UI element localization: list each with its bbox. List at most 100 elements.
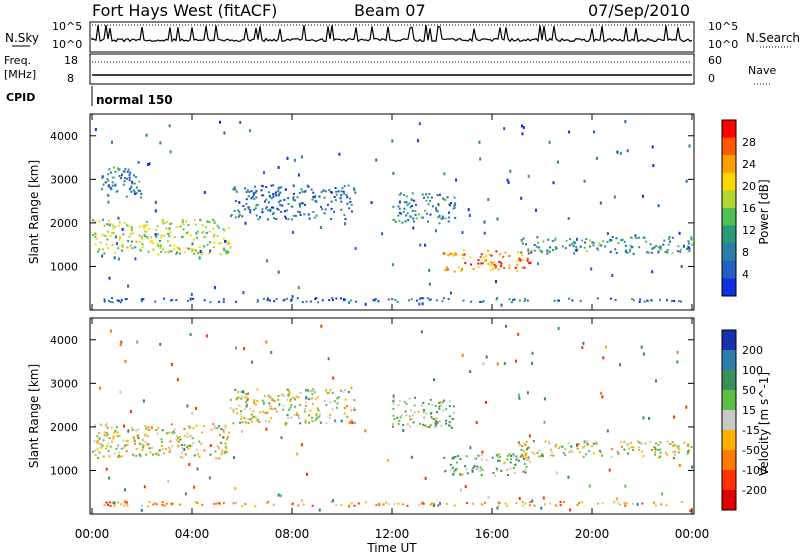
echo-cell [217,501,220,504]
noise-cell [459,488,462,492]
echo-cell [311,396,314,399]
echo-cell [335,190,338,193]
echo-cell [623,502,626,505]
echo-cell [436,210,439,213]
echo-cell [481,262,484,265]
echo-cell [544,440,547,443]
echo-cell [116,426,118,429]
echo-cell [524,298,527,301]
echo-cell [429,200,432,202]
echo-cell [113,231,116,234]
echo-cell [232,188,235,191]
noise-cell [103,299,106,303]
echo-cell [532,440,535,443]
echo-cell [286,297,288,300]
echo-cell [555,247,558,250]
echo-cell [297,210,300,213]
noise-cell [299,204,301,208]
echo-cell [171,432,174,435]
echo-cell [495,453,498,456]
noise-cell [640,345,643,349]
echo-cell [169,440,172,443]
echo-cell [330,500,333,503]
echo-cell [297,414,300,417]
echo-cell [269,299,271,302]
echo-cell [559,445,562,448]
echo-cell [514,266,517,269]
colorbar-tick-label: -100 [742,464,767,477]
echo-cell [118,238,121,241]
echo-cell [429,213,432,216]
echo-cell [105,422,108,425]
echo-cell [687,245,690,248]
noise-cell [642,416,645,420]
echo-cell [110,171,112,174]
echo-cell [119,236,122,239]
noise-cell [277,493,280,497]
echo-cell [106,426,109,429]
echo-cell [410,298,413,301]
echo-cell [158,449,161,452]
echo-cell [636,440,639,443]
echo-cell [102,218,104,221]
echo-cell [671,236,674,239]
echo-cell [137,437,140,440]
echo-cell [163,234,166,237]
echo-cell [429,503,432,506]
echo-cell [541,453,544,456]
echo-cell [212,235,215,238]
echo-cell [412,421,415,424]
echo-cell [112,437,115,440]
echo-cell [144,425,147,428]
echo-cell [173,248,176,251]
echo-cell [254,191,257,194]
echo-cell [677,245,680,248]
echo-cell [176,226,179,228]
noise-cell [278,403,281,407]
echo-cell [398,201,401,204]
echo-cell [465,455,468,458]
echo-cell [271,399,274,402]
echo-cell [539,249,542,252]
echo-cell [422,410,425,413]
echo-cell [597,502,600,505]
echo-cell [444,252,447,255]
echo-cell [642,455,645,458]
colorbar-tick-label: -50 [742,444,760,457]
echo-cell [209,301,212,304]
echo-cell [235,407,238,410]
noise-cell [154,209,157,213]
noise-cell [507,181,510,184]
echo-cell [614,248,617,251]
noise-cell [402,429,405,432]
echo-cell [331,299,334,302]
noise-cell [188,463,191,466]
echo-cell [342,190,345,193]
echo-cell [450,426,453,429]
echo-cell [260,189,263,192]
echo-cell [291,205,294,208]
echo-cell [291,502,294,505]
noise-cell [590,267,593,271]
echo-cell [318,195,321,198]
echo-cell [247,418,250,420]
noise-cell [195,406,197,410]
echo-cell [445,419,448,422]
echo-cell [515,501,518,504]
echo-cell [659,441,662,444]
echo-cell [126,170,129,173]
echo-cell [131,247,134,250]
nave-tick-top: 60 [708,54,722,67]
echo-cell [570,449,572,452]
noise-cell [521,124,523,128]
noise-cell [424,476,427,480]
echo-cell [465,468,468,471]
noise-cell [531,361,534,365]
echo-cell [256,300,259,303]
echo-cell [440,404,443,407]
echo-cell [140,299,143,302]
echo-cell [394,298,397,301]
echo-cell [235,300,238,303]
echo-cell [447,298,450,300]
echo-cell [623,448,626,451]
